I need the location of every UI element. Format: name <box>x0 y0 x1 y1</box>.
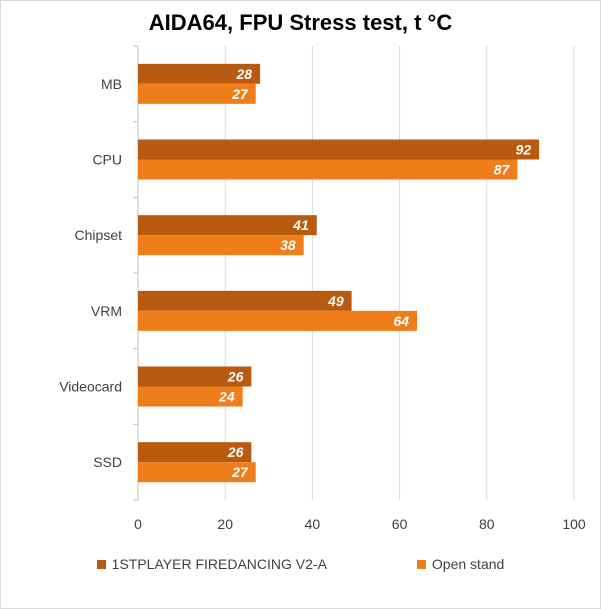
x-tick-label: 40 <box>305 516 321 532</box>
bar-series-2 <box>138 310 418 331</box>
x-tick-label: 100 <box>562 516 586 532</box>
x-tick-label: 20 <box>217 516 233 532</box>
data-label: 26 <box>227 444 244 460</box>
data-label: 38 <box>280 237 296 253</box>
bar-series-2 <box>138 386 243 407</box>
data-label: 24 <box>218 389 235 405</box>
bar-series-2 <box>138 83 256 104</box>
category-label: MB <box>101 76 122 92</box>
chart-legend: 1STPLAYER FIREDANCING V2-A Open stand <box>0 556 601 572</box>
bar-series-1 <box>138 215 317 236</box>
data-label: 27 <box>231 86 249 102</box>
legend-label-series-2: Open stand <box>431 556 505 572</box>
legend-label-series-1: 1STPLAYER FIREDANCING V2-A <box>111 556 327 572</box>
chart-title: AIDA64, FPU Stress test, t °C <box>148 10 453 35</box>
x-tick-label: 80 <box>479 516 495 532</box>
data-label: 27 <box>231 464 249 480</box>
bar-series-1 <box>138 366 252 387</box>
data-label: 28 <box>236 66 253 82</box>
category-label: SSD <box>93 454 122 470</box>
bar-series-1 <box>138 290 352 311</box>
bar-series-2 <box>138 235 304 256</box>
category-label: Chipset <box>75 227 123 243</box>
legend-swatch-series-1 <box>96 559 106 569</box>
bar-series-1 <box>138 63 261 84</box>
bar-series-2 <box>138 159 518 180</box>
bar-series-1 <box>138 442 252 463</box>
data-label: 26 <box>227 369 244 385</box>
data-label: 92 <box>516 142 532 158</box>
x-tick-label: 0 <box>134 516 142 532</box>
legend-item-series-1: 1STPLAYER FIREDANCING V2-A <box>96 556 327 572</box>
data-label: 87 <box>494 162 511 178</box>
data-label: 64 <box>393 313 409 329</box>
data-label: 49 <box>327 293 344 309</box>
bar-series-2 <box>138 462 256 483</box>
x-tick-label: 60 <box>392 516 408 532</box>
category-label: CPU <box>92 152 122 168</box>
legend-swatch-series-2 <box>416 559 426 569</box>
category-label: Videocard <box>59 379 122 395</box>
legend-item-series-2: Open stand <box>416 556 505 572</box>
category-label: VRM <box>91 303 122 319</box>
bar-series-1 <box>138 139 540 160</box>
data-label: 41 <box>292 217 309 233</box>
